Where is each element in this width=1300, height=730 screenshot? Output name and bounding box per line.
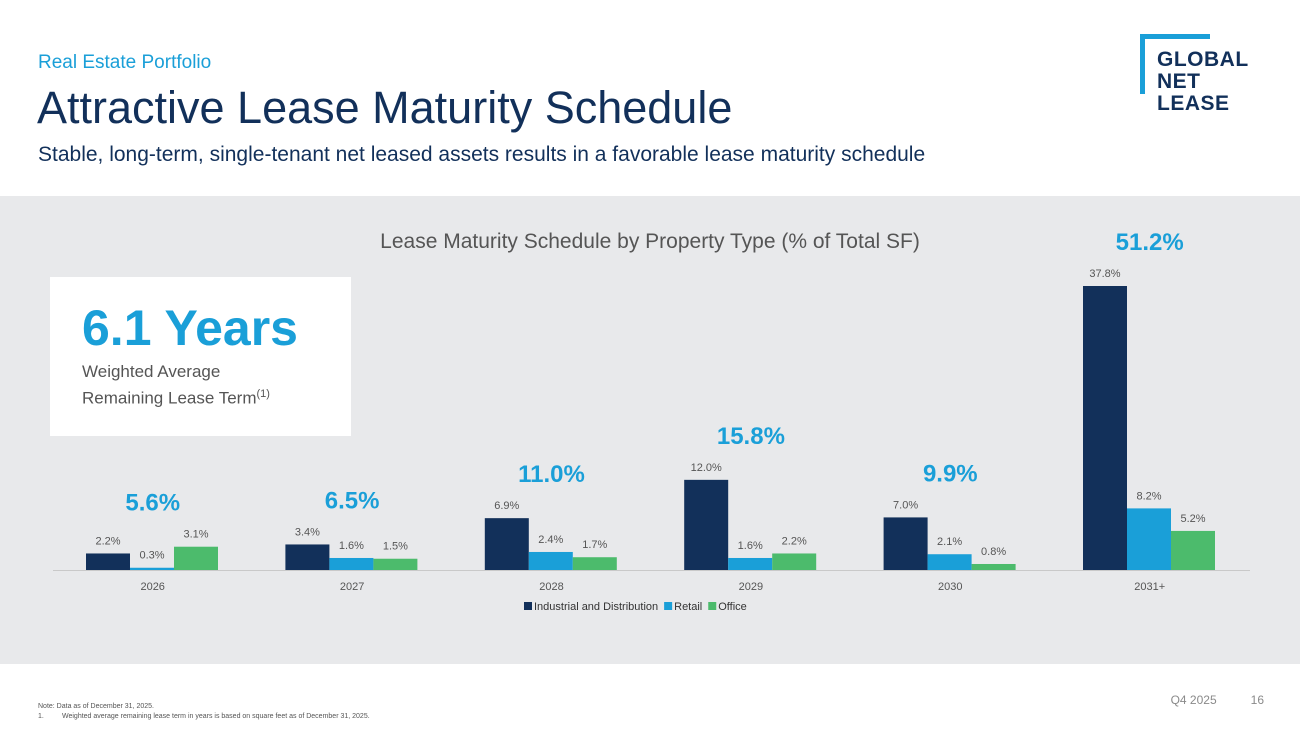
bar-2030-industrial-and-distribution: [883, 517, 928, 570]
data-label-2027-1: 1.6%: [339, 540, 364, 552]
bar-2027-retail: [329, 557, 374, 570]
footnote-1-text: Weighted average remaining lease term in…: [62, 713, 370, 720]
x-tick-label-2029: 2029: [739, 581, 763, 593]
total-label-2028: 11.0%: [518, 461, 585, 488]
data-label-2031+-2: 5.2%: [1180, 513, 1205, 525]
bar-2027-office: [373, 558, 418, 570]
data-label-2027-0: 3.4%: [295, 526, 320, 538]
total-label-2029: 15.8%: [717, 423, 785, 450]
logo-line-3: LEASE: [1157, 92, 1230, 115]
section-kicker: Real Estate Portfolio: [38, 52, 212, 73]
data-label-2026-0: 2.2%: [95, 535, 120, 547]
bar-2028-retail: [528, 551, 573, 570]
data-label-2028-0: 6.9%: [494, 500, 519, 512]
footer-right: Q4 2025 16: [1137, 693, 1264, 707]
legend-swatch-1: [664, 602, 673, 610]
footnote-1: 1. Weighted average remaining lease term …: [38, 712, 370, 722]
data-label-2030-1: 2.1%: [937, 536, 962, 548]
footnotes: Note: Data as of December 31, 2025. 1. We…: [38, 702, 370, 722]
x-tick-label-2027: 2027: [340, 581, 364, 593]
logo-mark-horizontal: [1140, 34, 1210, 39]
wale-label-line-2-text: Remaining Lease Term: [82, 388, 257, 408]
report-period: Q4 2025: [1170, 693, 1217, 707]
footnote-note: Note: Data as of December 31, 2025.: [38, 703, 154, 710]
logo-line-1: GLOBAL: [1157, 48, 1249, 71]
page-number: 16: [1250, 693, 1264, 707]
total-label-2027: 6.5%: [325, 487, 380, 514]
x-tick-label-2028: 2028: [539, 581, 563, 593]
data-label-2031+-0: 37.8%: [1089, 268, 1120, 280]
bar-2028-industrial-and-distribution: [484, 518, 529, 570]
bar-2030-retail: [927, 554, 972, 570]
bar-2026-retail: [130, 567, 174, 570]
wale-footnote-ref: (1): [256, 388, 270, 400]
bar-2029-office: [772, 553, 817, 570]
legend-label-2: Office: [718, 601, 747, 613]
legend-label-1: Retail: [674, 601, 702, 613]
bar-2026-industrial-and-distribution: [86, 553, 130, 570]
total-label-2030: 9.9%: [923, 460, 978, 487]
bar-2031+-retail: [1127, 508, 1171, 570]
page-title: Attractive Lease Maturity Schedule: [37, 82, 733, 133]
total-label-2031+: 51.2%: [1116, 229, 1184, 256]
data-label-2029-0: 12.0%: [691, 462, 722, 474]
wale-label-line-2: Remaining Lease Term(1): [82, 383, 270, 410]
data-label-2031+-1: 8.2%: [1136, 490, 1161, 502]
wale-callout: 6.1 Years Weighted Average Remaining Lea…: [50, 277, 351, 436]
bar-2029-industrial-and-distribution: [684, 479, 729, 570]
x-tick-label-2030: 2030: [938, 581, 962, 593]
wale-label: Weighted Average Remaining Lease Term(1): [82, 361, 270, 410]
chart-title: Lease Maturity Schedule by Property Type…: [380, 230, 920, 253]
company-logo: GLOBAL NET LEASE: [1140, 34, 1270, 124]
wale-value: 6.1 Years: [82, 300, 298, 356]
lease-maturity-chart: 2.2% 0.3% 3.1% 2026 5.6% 3.4% 1.6% 1.5% 2027 6.5%…: [53, 229, 1250, 613]
legend-swatch-2: [708, 602, 717, 610]
bar-2027-industrial-and-distribution: [285, 544, 330, 570]
logo-text: GLOBAL NET LEASE: [1157, 49, 1249, 115]
data-label-2026-2: 3.1%: [183, 529, 208, 541]
x-tick-label-2026: 2026: [140, 581, 164, 593]
logo-line-2: NET: [1157, 70, 1201, 93]
data-label-2026-1: 0.3%: [139, 550, 164, 562]
legend-label-0: Industrial and Distribution: [534, 601, 658, 613]
data-label-2030-0: 7.0%: [893, 499, 918, 511]
bar-2031+-industrial-and-distribution: [1083, 286, 1127, 570]
footnote-1-number: 1.: [38, 713, 44, 720]
bar-2026-office: [174, 546, 218, 570]
page-subtitle: Stable, long-term, single-tenant net lea…: [38, 143, 926, 166]
data-label-2027-2: 1.5%: [383, 541, 408, 553]
x-tick-label-2031+: 2031+: [1134, 581, 1165, 593]
bar-2031+-office: [1171, 530, 1215, 570]
logo-mark-vertical: [1140, 34, 1145, 94]
data-label-2028-2: 1.7%: [582, 539, 607, 551]
legend-swatch-0: [524, 602, 532, 610]
wale-label-line-1: Weighted Average: [82, 362, 221, 381]
bar-2030-office: [971, 563, 1016, 570]
data-label-2029-1: 1.6%: [738, 540, 763, 552]
data-label-2029-2: 2.2%: [782, 535, 807, 547]
data-label-2030-2: 0.8%: [981, 546, 1006, 558]
bar-2029-retail: [728, 557, 773, 570]
total-label-2026: 5.6%: [125, 490, 180, 517]
data-label-2028-1: 2.4%: [538, 534, 563, 546]
bar-2028-office: [572, 557, 617, 570]
